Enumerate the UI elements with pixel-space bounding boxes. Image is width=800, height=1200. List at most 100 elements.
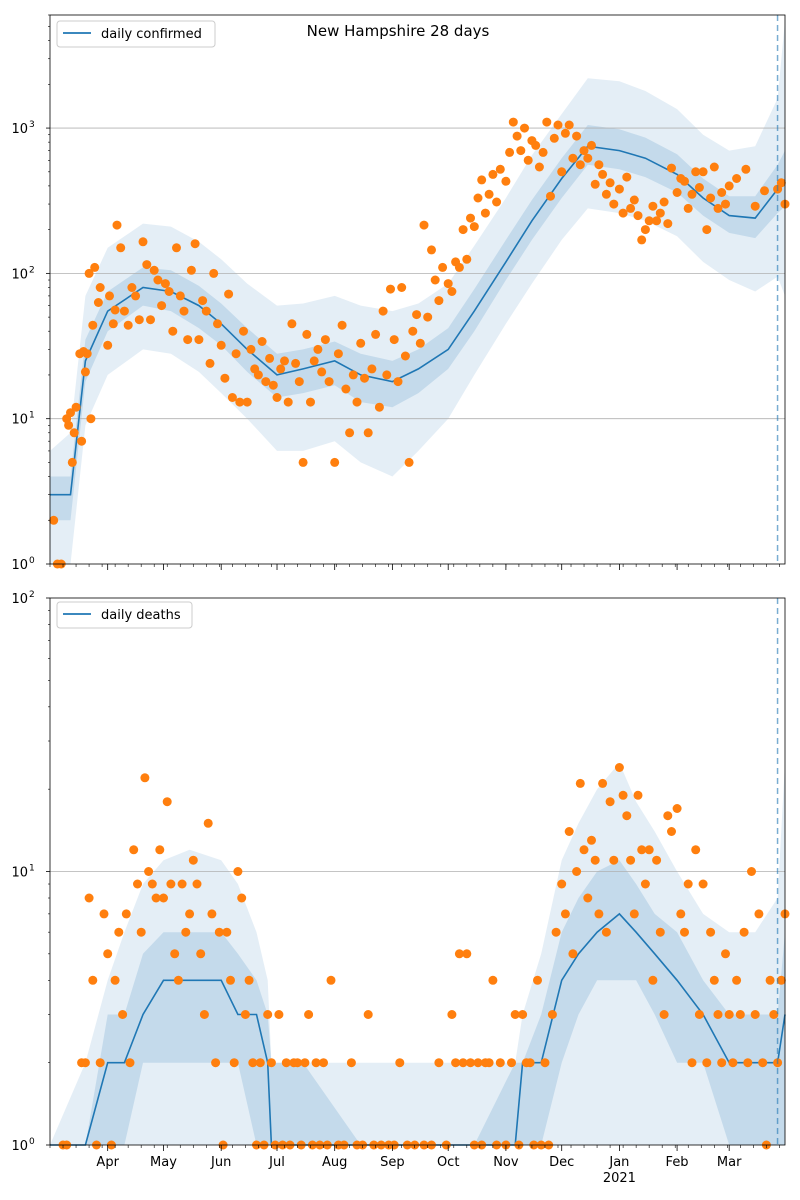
- top-data-point: [523, 155, 533, 165]
- confirmed-x-ticks: [49, 564, 780, 570]
- bot-data-point: [84, 893, 94, 903]
- bot-data-point: [136, 927, 146, 937]
- bot-data-point: [181, 927, 191, 937]
- top-data-point: [324, 377, 334, 387]
- bot-data-point: [691, 845, 701, 855]
- bot-data-point: [579, 845, 589, 855]
- top-data-point: [557, 167, 567, 177]
- bot-data-point: [229, 1058, 239, 1068]
- top-data-point: [702, 225, 712, 235]
- bot-data-point: [451, 1058, 461, 1068]
- top-data-point: [454, 262, 464, 272]
- top-data-point: [205, 358, 215, 368]
- bot-data-point: [655, 927, 665, 937]
- bot-data-point: [672, 804, 682, 813]
- top-data-point: [473, 193, 483, 203]
- top-data-point: [220, 373, 230, 383]
- top-data-point: [119, 306, 129, 316]
- bot-data-point: [177, 879, 187, 889]
- top-data-point: [477, 175, 487, 185]
- top-data-point: [333, 349, 343, 359]
- deaths-bands: [50, 762, 785, 1145]
- bot-ytick-label: 10: [11, 1139, 28, 1154]
- top-data-point: [419, 220, 429, 230]
- top-data-point: [618, 208, 628, 218]
- top-data-point: [82, 349, 92, 359]
- bot-inner-band: [50, 860, 785, 1145]
- top-data-point: [644, 216, 654, 226]
- bot-data-point: [133, 879, 142, 889]
- bot-data-point: [575, 778, 585, 788]
- bot-data-point: [434, 1058, 444, 1068]
- top-data-point: [423, 312, 433, 322]
- bot-data-point: [533, 975, 542, 985]
- confirmed-gridlines: [50, 127, 785, 420]
- top-data-point: [492, 197, 502, 207]
- top-data-point: [659, 197, 669, 207]
- bot-data-point: [572, 867, 582, 876]
- top-data-point: [663, 219, 673, 229]
- top-data-point: [531, 140, 541, 150]
- top-data-point: [360, 373, 369, 383]
- x-axis-month-label: Jan: [608, 1155, 629, 1170]
- bot-data-point: [626, 855, 636, 865]
- bot-data-point: [698, 879, 708, 889]
- bot-data-point: [587, 835, 596, 845]
- top-data-point: [691, 167, 701, 177]
- top-data-point: [605, 178, 615, 188]
- top-inner-band: [50, 125, 785, 521]
- confirmed-legend-box: [56, 20, 216, 48]
- top-data-point: [341, 384, 351, 394]
- bot-data-point: [709, 975, 719, 985]
- bot-data-point: [473, 1058, 483, 1068]
- top-data-point: [110, 305, 120, 315]
- top-ytick-label: 10: [11, 267, 28, 282]
- top-data-point: [549, 133, 559, 143]
- bot-data-point: [540, 1058, 550, 1068]
- bot-data-point: [458, 1058, 468, 1068]
- top-data-point: [66, 408, 75, 418]
- top-data-point: [298, 457, 308, 467]
- top-ytick-label: 10: [11, 558, 28, 573]
- x-axis-month-label: Aug: [322, 1155, 347, 1170]
- top-data-point: [157, 301, 167, 311]
- x-axis-month-label: Jul: [268, 1155, 285, 1170]
- bot-data-point: [568, 949, 578, 959]
- top-data-point: [337, 320, 347, 330]
- bot-data-point: [518, 1010, 528, 1019]
- bot-data-point: [583, 893, 593, 903]
- top-data-point: [741, 164, 751, 174]
- bot-data-point: [488, 975, 498, 985]
- bot-data-point: [346, 1058, 356, 1068]
- top-data-point: [348, 370, 358, 380]
- top-data-point: [95, 283, 105, 292]
- bot-data-point: [151, 893, 161, 903]
- bot-data-point: [222, 927, 232, 937]
- top-data-point: [480, 208, 490, 218]
- bot-data-point: [211, 1058, 221, 1068]
- top-data-point: [134, 315, 144, 325]
- top-data-point: [80, 367, 90, 377]
- confirmed-axes-frame: [49, 14, 786, 565]
- top-data-point: [466, 213, 475, 223]
- top-data-point: [652, 216, 662, 226]
- bot-data-point: [129, 845, 139, 855]
- top-data-point: [412, 310, 422, 320]
- top-data-point: [146, 315, 155, 325]
- bot-data-point: [304, 1010, 314, 1019]
- bot-ytick-label: 10: [11, 592, 28, 607]
- top-data-point: [633, 211, 643, 221]
- bot-data-point: [747, 867, 756, 876]
- top-data-point: [590, 179, 600, 189]
- bot-data-point: [680, 927, 689, 937]
- top-data-point: [371, 329, 381, 339]
- bot-data-point: [601, 927, 611, 937]
- bot-data-point: [125, 1058, 135, 1068]
- top-data-point: [105, 291, 114, 301]
- top-data-point: [224, 289, 234, 299]
- top-data-point: [194, 335, 204, 345]
- top-data-point: [261, 377, 271, 387]
- bot-data-point: [255, 1058, 265, 1068]
- top-data-point: [320, 335, 330, 345]
